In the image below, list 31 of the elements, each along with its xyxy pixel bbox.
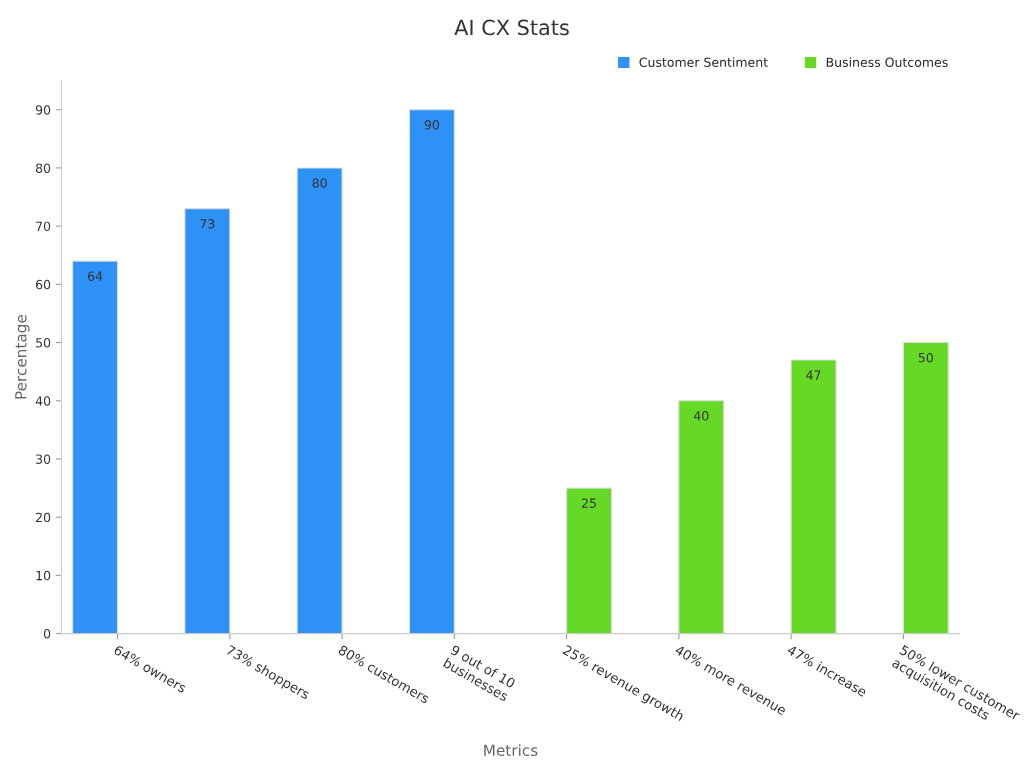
y-tick-label: 40 [35,396,51,406]
data-label: 25 [582,498,596,508]
y-tick-label: 20 [36,512,51,523]
bar [296,167,343,634]
data-label: 80 [312,178,327,188]
legend-label: Customer Sentiment [639,57,768,67]
bar [678,400,725,634]
data-label: 73 [200,219,215,229]
bar [408,109,455,634]
chart-title: AI CX Stats [454,19,569,36]
data-label: 47 [806,370,821,380]
bar [184,208,231,634]
legend-label: Business Outcomes [826,57,948,67]
y-tick-label: 30 [36,454,51,464]
y-tick-label: 90 [35,105,51,115]
data-label: 40 [693,411,709,421]
y-tick-label: 70 [36,221,51,232]
bar [902,342,949,634]
data-label: 64 [88,271,103,281]
y-tick-label: 50 [36,338,51,348]
bar [566,487,613,634]
y-axis-title: Percentage [15,314,30,399]
x-axis-title: Metrics [484,744,538,757]
y-tick-label: 60 [35,279,51,290]
bar [72,260,119,634]
y-tick-label: 0 [43,629,51,639]
y-tick-label: 10 [36,570,51,581]
bar [790,359,837,634]
data-label: 50 [918,352,933,363]
data-label: 90 [424,120,440,130]
y-tick-label: 80 [35,163,51,173]
